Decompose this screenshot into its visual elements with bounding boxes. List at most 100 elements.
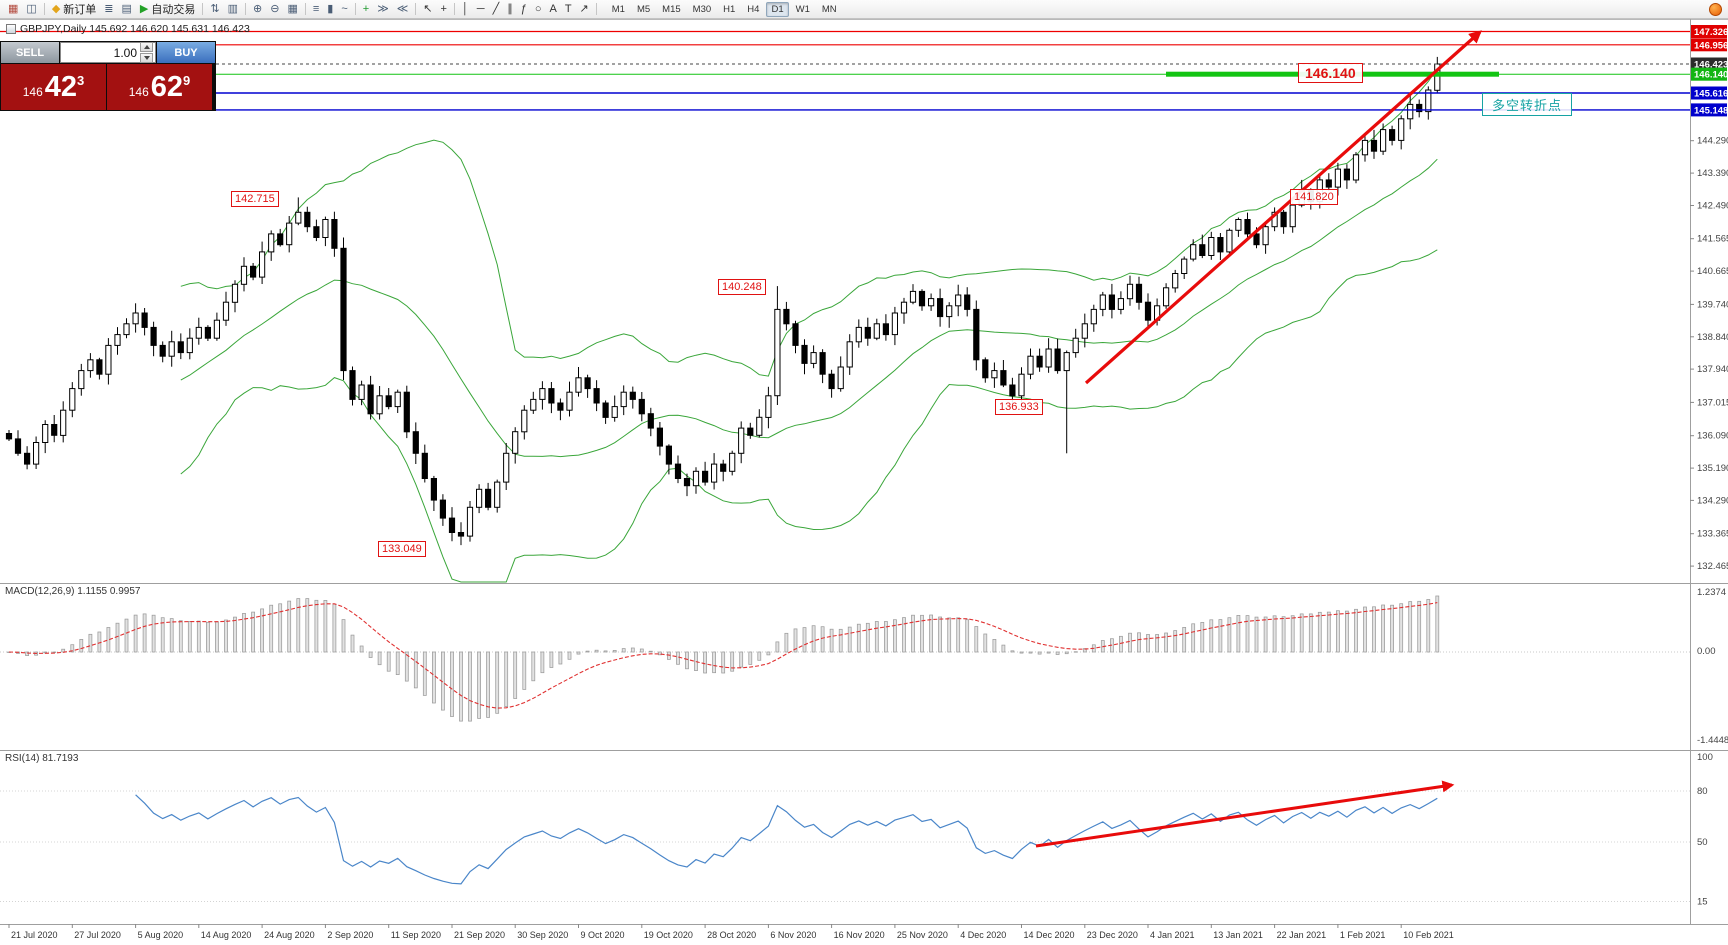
ask-price-button[interactable]: 146 62 9 bbox=[107, 64, 212, 110]
chart-title-text: GBPJPY,Daily 145.692 146.620 145.631 146… bbox=[20, 23, 250, 35]
main-toolbar: ▦ ◫ ◆ 新订单 ≣ ▤ ▶ 自动交易 ⇅ ▥ ⊕ ⊖ ▦ ≡ ▮ ~ + ≫ ≪ ↖ + │ ─ ╱ ∥ ƒ ○ A T ↗ M1 M5 M… bbox=[0, 0, 1728, 19]
price-callout[interactable]: 141.820 bbox=[1290, 189, 1338, 205]
profiles-icon[interactable]: ◫ bbox=[22, 0, 40, 18]
timeframe-h4-button[interactable]: H4 bbox=[747, 3, 760, 15]
bid-prefix: 146 bbox=[22, 85, 43, 99]
price-callout[interactable]: 133.049 bbox=[378, 541, 426, 557]
svg-text:138.840: 138.840 bbox=[1697, 332, 1728, 343]
svg-text:15: 15 bbox=[1697, 897, 1708, 908]
horizontal-line-icon-glyph: ─ bbox=[476, 3, 485, 15]
toolbar-separator bbox=[415, 3, 417, 15]
chart-canvas[interactable]: 144.290 143.390 142.490 141.565 140.665 139.7… bbox=[0, 19, 1728, 945]
text-icon[interactable]: A bbox=[545, 0, 560, 18]
timeframe-m5-button[interactable]: M5 bbox=[636, 3, 651, 15]
sell-button[interactable]: SELL bbox=[1, 42, 59, 63]
price-callout[interactable]: 136.933 bbox=[995, 399, 1043, 415]
price-tag bbox=[1691, 57, 1727, 71]
shapes-icon[interactable]: ○ bbox=[531, 0, 546, 18]
timeframe-d1-button[interactable]: D1 bbox=[766, 1, 789, 17]
toolbar-separator bbox=[595, 3, 597, 15]
svg-text:146.956: 146.956 bbox=[1694, 40, 1728, 51]
zoom-in-icon[interactable]: ⊕ bbox=[249, 0, 266, 18]
auto-trading-button[interactable]: ▶ 自动交易 bbox=[136, 0, 199, 18]
svg-text:25 Nov 2020: 25 Nov 2020 bbox=[897, 930, 948, 940]
timeframe-w1-button[interactable]: W1 bbox=[795, 3, 810, 15]
line-chart-icon[interactable]: ~ bbox=[337, 0, 351, 18]
toolbar-separator bbox=[354, 3, 356, 15]
label-icon-glyph: T bbox=[564, 3, 572, 15]
svg-text:21 Jul 2020: 21 Jul 2020 bbox=[11, 930, 58, 940]
fibonacci-icon-glyph: ƒ bbox=[520, 3, 527, 15]
breakout-price-label[interactable]: 146.140 bbox=[1298, 63, 1363, 83]
chart-window[interactable]: 144.290 143.390 142.490 141.565 140.665 139.7… bbox=[0, 19, 1728, 945]
svg-text:147.326: 147.326 bbox=[1694, 27, 1728, 38]
auto-scroll-icon[interactable]: ≫ bbox=[373, 0, 393, 18]
candlesticks bbox=[5, 56, 1441, 546]
rsi-line bbox=[135, 794, 1438, 885]
bar-chart-icon-glyph: ≡ bbox=[312, 3, 320, 15]
svg-text:141.565: 141.565 bbox=[1697, 234, 1728, 245]
vertical-line-icon[interactable]: │ bbox=[458, 0, 473, 18]
bid-price-button[interactable]: 146 42 3 bbox=[1, 64, 106, 110]
tile-windows-icon-glyph: ▥ bbox=[227, 3, 238, 15]
svg-text:1 Feb 2021: 1 Feb 2021 bbox=[1340, 930, 1386, 940]
candle-chart-icon[interactable]: ▮ bbox=[323, 0, 337, 18]
price-callout[interactable]: 142.715 bbox=[231, 191, 279, 207]
new-order-button-label: 新订单 bbox=[63, 4, 97, 16]
data-window-icon[interactable]: ▤ bbox=[118, 0, 136, 18]
new-order-button[interactable]: ◆ 新订单 bbox=[48, 0, 100, 18]
macd-signal-line bbox=[8, 602, 1438, 709]
timeframe-m30-button[interactable]: M30 bbox=[692, 3, 712, 15]
zoom-out-icon[interactable]: ⊖ bbox=[266, 0, 283, 18]
timeframe-group: M1 M5 M15 M30 H1 H4 D1 W1 MN bbox=[606, 1, 843, 17]
svg-text:27 Jul 2020: 27 Jul 2020 bbox=[74, 930, 121, 940]
trend-arrows[interactable] bbox=[1035, 30, 1482, 848]
label-icon[interactable]: T bbox=[561, 0, 576, 18]
price-scale[interactable]: 144.290 143.390 142.490 141.565 140.665 139.7… bbox=[1690, 25, 1728, 908]
bollinger-bands bbox=[180, 68, 1438, 583]
svg-text:28 Oct 2020: 28 Oct 2020 bbox=[707, 930, 756, 940]
horizontal-line-icon[interactable]: ─ bbox=[473, 0, 489, 18]
svg-text:142.490: 142.490 bbox=[1697, 201, 1728, 212]
indicators-icon[interactable]: + bbox=[359, 0, 373, 18]
channel-icon[interactable]: ∥ bbox=[503, 0, 517, 18]
date-axis[interactable]: 21 Jul 2020 27 Jul 2020 5 Aug 2020 14 Aug 2… bbox=[8, 924, 1454, 940]
volume-stepper[interactable]: 1.00 bbox=[60, 42, 156, 63]
sort-icon[interactable]: ⇅ bbox=[206, 0, 223, 18]
volume-value: 1.00 bbox=[113, 45, 137, 60]
svg-text:140.665: 140.665 bbox=[1697, 266, 1728, 277]
chart-shift-icon[interactable]: ≪ bbox=[393, 0, 413, 18]
timeframe-h1-button[interactable]: H1 bbox=[723, 3, 736, 15]
pivot-note[interactable]: 多空转折点 bbox=[1482, 93, 1573, 116]
volume-down-button[interactable] bbox=[140, 53, 153, 63]
toolbar-separator bbox=[245, 3, 246, 15]
cursor-icon[interactable]: ↖ bbox=[419, 0, 436, 18]
timeframe-m15-button[interactable]: M15 bbox=[662, 3, 681, 15]
toolbar-separator bbox=[202, 3, 204, 15]
bid-main-digits: 42 bbox=[44, 70, 78, 103]
candle-chart-icon-glyph: ▮ bbox=[327, 3, 334, 15]
svg-text:2 Sep 2020: 2 Sep 2020 bbox=[327, 930, 373, 940]
new-chart-icon[interactable]: ▦ bbox=[4, 0, 22, 18]
crosshair-icon[interactable]: + bbox=[436, 0, 450, 18]
arrows-icon[interactable]: ↗ bbox=[576, 0, 593, 18]
rsi-indicator-label: RSI(14) 81.7193 bbox=[5, 753, 79, 764]
svg-text:145.148: 145.148 bbox=[1694, 105, 1728, 116]
timeframe-mn-button[interactable]: MN bbox=[821, 3, 837, 15]
grid-icon[interactable]: ▦ bbox=[283, 0, 301, 18]
price-tag bbox=[1691, 25, 1727, 38]
buy-button[interactable]: BUY bbox=[157, 42, 215, 63]
price-callout[interactable]: 140.248 bbox=[718, 279, 766, 295]
volume-up-button[interactable] bbox=[140, 42, 153, 52]
notification-badge-icon[interactable] bbox=[1709, 2, 1722, 16]
trendline-icon[interactable]: ╱ bbox=[489, 0, 504, 18]
bar-chart-icon[interactable]: ≡ bbox=[309, 0, 323, 18]
timeframe-m1-button[interactable]: M1 bbox=[611, 3, 625, 15]
tile-windows-icon[interactable]: ▥ bbox=[224, 0, 242, 18]
svg-text:22 Jan 2021: 22 Jan 2021 bbox=[1277, 930, 1327, 940]
chart-title: GBPJPY,Daily 145.692 146.620 145.631 146… bbox=[6, 23, 250, 35]
svg-text:19 Oct 2020: 19 Oct 2020 bbox=[644, 930, 693, 940]
fibonacci-icon[interactable]: ƒ bbox=[517, 0, 531, 18]
auto-scroll-icon-glyph: ≫ bbox=[377, 3, 389, 15]
market-watch-icon[interactable]: ≣ bbox=[100, 0, 117, 18]
